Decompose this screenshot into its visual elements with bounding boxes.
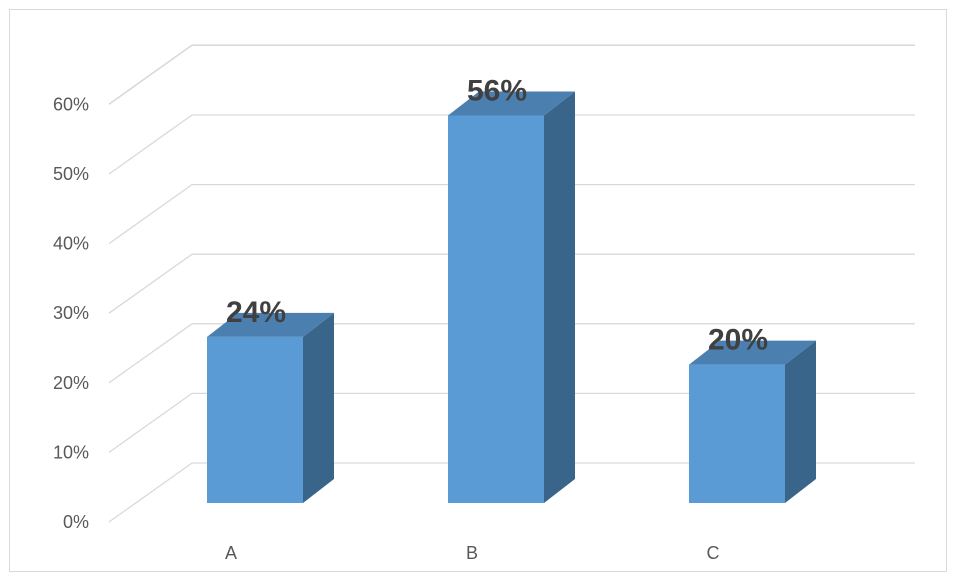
data-label: 20% [708,324,768,357]
bar-b [448,115,544,503]
bar-top [689,340,816,365]
bar-a [207,336,303,503]
category-label: B [466,543,478,563]
gridline-side [108,462,193,523]
data-label: 56% [467,74,527,107]
gridline-side [108,44,193,105]
bar-side [544,91,575,503]
data-label: 24% [226,296,286,329]
y-tick-label: 60% [53,94,89,114]
gridline-side [108,184,193,245]
category-label: C [707,543,720,563]
y-tick-label: 40% [53,234,89,254]
y-tick-label: 10% [53,442,89,462]
gridline-side [108,253,193,314]
bar-top [448,91,575,116]
y-tick-label: 50% [53,164,89,184]
bar-side [785,340,816,503]
category-label: A [225,543,237,563]
data-labels: 24% 56% 20% [226,74,768,356]
y-axis-ticks: 0% 10% 20% 30% 40% 50% 60% [53,94,89,532]
y-tick-label: 30% [53,303,89,323]
gridline-side [108,114,193,175]
bars [207,91,816,503]
bar-c [689,364,785,503]
bar-top [207,312,334,337]
y-tick-label: 0% [63,512,89,532]
y-tick-label: 20% [53,373,89,393]
bar-side [303,312,334,503]
gridline-side [108,323,193,384]
gridline-side [108,392,193,453]
x-axis-categories: A B C [225,543,720,563]
